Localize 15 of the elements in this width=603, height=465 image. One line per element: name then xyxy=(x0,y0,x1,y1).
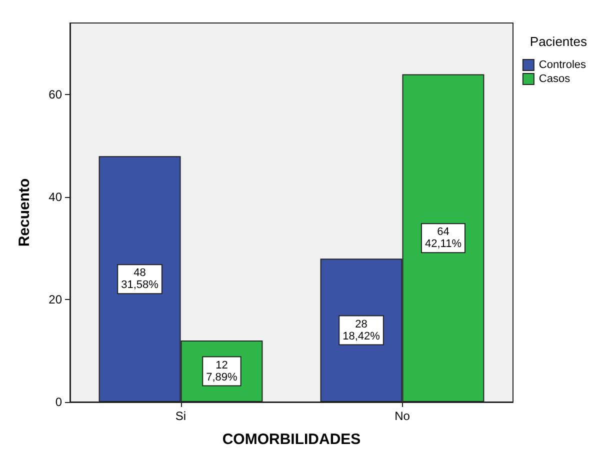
legend-label: Casos xyxy=(538,73,571,85)
y-tick-label: 60 xyxy=(48,88,62,102)
y-tick-label: 20 xyxy=(48,292,62,307)
data-label: 12 7,89% xyxy=(206,359,238,384)
y-axis-title: Recuento xyxy=(16,178,33,247)
y-tick-label: 0 xyxy=(55,395,62,409)
x-tick-label: No xyxy=(394,409,410,423)
x-axis-title: COMORBILIDADES xyxy=(222,431,361,448)
legend-title: Pacientes xyxy=(530,34,588,49)
data-label: 64 42,11% xyxy=(424,226,462,250)
data-label: 48 31,58% xyxy=(121,267,159,292)
legend-label: Controles xyxy=(538,59,586,71)
data-label: 28 18,42% xyxy=(342,318,380,342)
y-tick-label: 40 xyxy=(48,190,62,204)
x-tick-label: Si xyxy=(175,409,186,423)
